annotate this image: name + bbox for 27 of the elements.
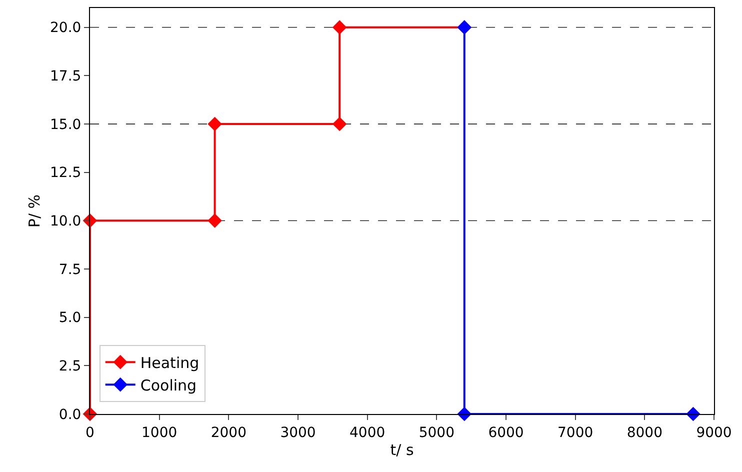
x-tick-label: 5000 xyxy=(418,424,454,441)
point xyxy=(208,116,222,132)
y-tick-label: 5.0 xyxy=(58,310,82,326)
x-tick-label: 9000 xyxy=(696,424,732,441)
y-tick-label: 17.5 xyxy=(50,68,82,85)
y-tick-label: 15.0 xyxy=(50,116,82,133)
x-tick-label: 0 xyxy=(86,424,94,441)
x-tick-label: 7000 xyxy=(558,424,594,441)
x-axis-title: t/ s xyxy=(390,440,414,459)
x-tick-label: 6000 xyxy=(488,424,524,441)
point xyxy=(208,214,222,228)
y-tick-label: 12.5 xyxy=(50,165,82,182)
y-tick-label: 20.0 xyxy=(50,20,82,36)
x-tick-label: 1000 xyxy=(142,424,178,441)
point xyxy=(332,116,347,132)
legend-label: Cooling xyxy=(140,376,197,394)
x-tick-label: 2000 xyxy=(210,424,246,441)
legend-label: Heating xyxy=(140,354,200,372)
point xyxy=(332,20,347,34)
x-tick-label: 4000 xyxy=(350,424,386,441)
y-tick-label: 10.0 xyxy=(50,214,82,230)
y-tick-label: 0.0 xyxy=(58,406,82,423)
y-axis-title: P/ % xyxy=(25,194,44,228)
x-tick-label: 8000 xyxy=(626,424,662,441)
x-tick-label: 3000 xyxy=(280,424,316,441)
y-tick-label: 2.5 xyxy=(58,358,82,375)
y-tick-label: 7.5 xyxy=(58,262,82,278)
